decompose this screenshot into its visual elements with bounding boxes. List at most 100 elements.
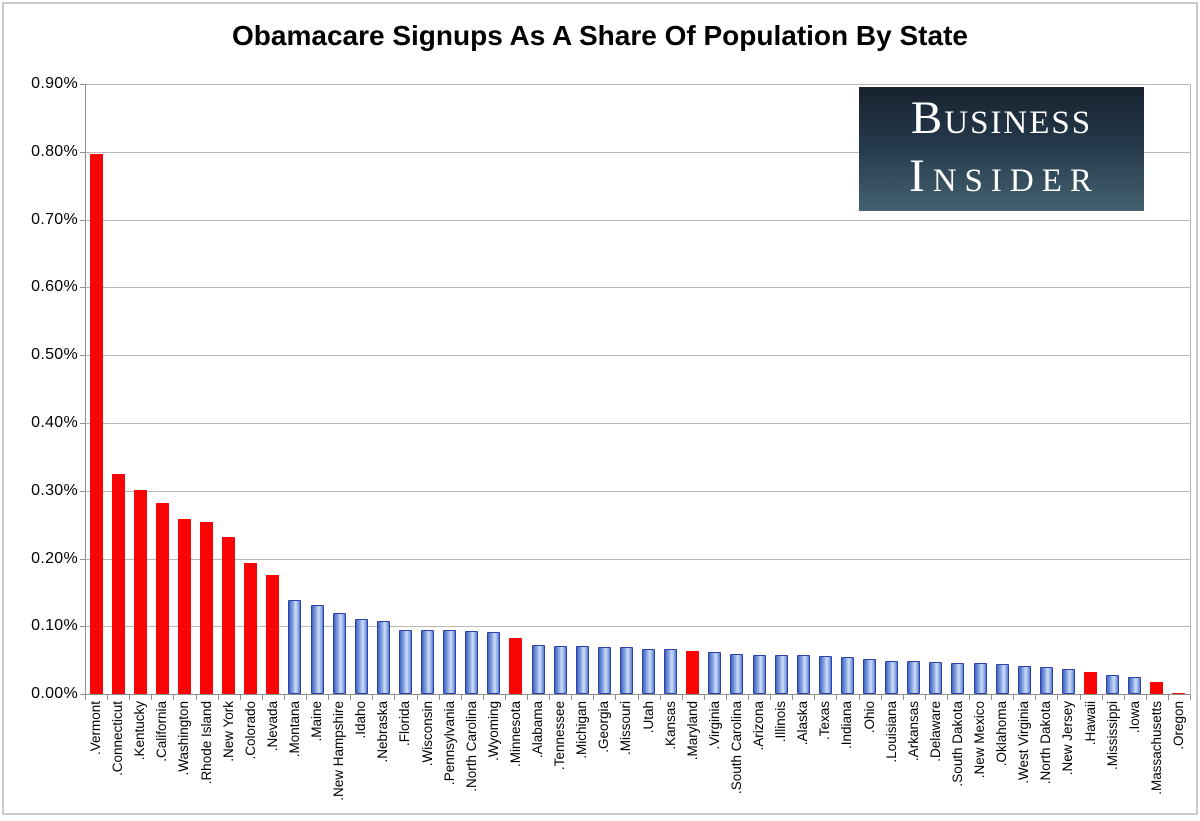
x-axis-tick — [770, 695, 772, 700]
bar-kansas — [664, 649, 678, 694]
bar-kentucky — [133, 489, 147, 694]
x-axis-label-ohio: .Ohio — [861, 701, 877, 734]
x-axis-label-south-dakota: .South Dakota — [949, 701, 965, 787]
x-axis-label-missouri: .Missouri — [618, 701, 634, 756]
x-axis-label-arizona: .Arizona — [751, 701, 767, 751]
bar-massachusetts — [1150, 682, 1164, 694]
x-axis-label-alaska: .Alaska — [795, 701, 811, 746]
x-axis-label-new-jersey: .New Jersey — [1060, 701, 1076, 776]
x-axis-tick — [151, 695, 153, 700]
x-axis-tick — [1190, 695, 1191, 700]
gridline — [85, 626, 1190, 628]
logo-text-business: Business — [910, 92, 1093, 144]
x-axis-label-california: .California — [154, 701, 170, 762]
x-axis-tick — [239, 695, 241, 700]
bar-louisiana — [885, 660, 899, 694]
x-axis-tick — [350, 695, 352, 700]
y-axis-tick — [80, 558, 85, 560]
x-axis-tick — [372, 695, 374, 700]
x-axis-label-west-virginia: .West Virginia — [1016, 701, 1032, 784]
x-axis-line — [85, 694, 1191, 695]
y-tick-label: 0.30% — [31, 481, 78, 499]
x-axis-label-alabama: .Alabama — [530, 701, 546, 759]
bar-north-dakota — [1039, 666, 1053, 694]
x-axis-label-virginia: .Virginia — [706, 701, 722, 750]
x-axis-tick — [306, 695, 307, 700]
x-axis-label-oregon: .Oregon — [1170, 701, 1186, 750]
x-axis-label-north-dakota: .North Dakota — [1038, 701, 1054, 785]
y-axis-tick — [80, 490, 85, 492]
y-tick-label: 0.70% — [31, 210, 78, 228]
x-axis-label-south-carolina: .South Carolina — [728, 701, 744, 795]
y-tick-label: 0.60% — [31, 278, 78, 296]
bar-wyoming — [487, 631, 501, 694]
x-axis-tick — [85, 695, 86, 700]
bar-nebraska — [376, 621, 390, 694]
bar-maine — [310, 604, 324, 694]
bar-california — [155, 503, 169, 694]
x-axis-tick — [969, 695, 970, 700]
bar-washington — [177, 519, 191, 694]
x-axis-label-florida: .Florida — [397, 701, 413, 747]
bar-montana — [288, 600, 302, 694]
x-axis-label-hawaii: .Hawaii — [1082, 701, 1098, 746]
x-axis-label-montana: .Montana — [286, 701, 302, 758]
x-axis-label-nebraska: .Nebraska — [375, 701, 391, 763]
y-tick-label: 0.90% — [31, 75, 78, 92]
x-axis-tick — [814, 695, 816, 700]
y-tick-label: 0.00% — [31, 685, 78, 703]
x-axis-tick — [416, 695, 418, 700]
x-axis-tick — [681, 695, 683, 700]
x-axis-label-utah: .Utah — [640, 701, 656, 734]
y-axis-tick — [80, 219, 85, 221]
bar-new-jersey — [1061, 668, 1075, 694]
bar-mississippi — [1106, 675, 1120, 694]
plot-right-border — [1190, 84, 1191, 694]
x-axis-tick — [637, 695, 639, 700]
bar-maryland — [686, 650, 700, 694]
bar-ohio — [863, 659, 877, 694]
x-axis-tick — [836, 695, 838, 700]
x-axis-label-vermont: .Vermont — [88, 701, 104, 756]
x-axis-tick — [1123, 695, 1125, 700]
bar-indiana — [840, 656, 854, 694]
x-axis-label-idaho: .Idaho — [353, 701, 369, 739]
x-axis-tick — [460, 695, 462, 700]
bar-new-hampshire — [332, 612, 346, 694]
x-axis-label-indiana: .Indiana — [839, 701, 855, 750]
gridline — [85, 355, 1190, 357]
x-axis-tick — [261, 695, 263, 700]
bar-texas — [818, 656, 832, 694]
plot-area: 0.90% 0.80% 0.70% 0.60% 0.50% 0.40% 0.30% 0.20%… — [4, 4, 1200, 821]
x-axis-tick — [173, 695, 175, 700]
x-axis-label-rhode-island: .Rhode Island — [198, 701, 214, 785]
bar-connecticut — [111, 473, 125, 694]
x-axis-label-texas: .Texas — [817, 701, 833, 741]
x-axis-label-washington: .Washington — [176, 701, 192, 776]
x-axis-tick — [438, 695, 440, 700]
x-axis-tick — [593, 695, 595, 700]
x-axis-tick — [659, 695, 661, 700]
x-axis-tick — [1035, 695, 1037, 700]
x-axis-label-new-york: .New York — [220, 701, 236, 762]
chart-title: Obamacare Signups As A Share Of Populati… — [232, 20, 968, 51]
bar-vermont — [89, 153, 103, 694]
bar-missouri — [619, 647, 633, 694]
bar-florida — [398, 629, 412, 694]
y-axis-tick — [80, 84, 85, 85]
x-axis-tick — [107, 695, 109, 700]
bar-new-mexico — [973, 663, 987, 694]
x-axis-label-arkansas: .Arkansas — [905, 701, 921, 762]
bar-new-york — [222, 536, 236, 694]
bar-nevada — [266, 575, 280, 694]
bar-wisconsin — [421, 630, 435, 694]
x-axis-tick — [482, 695, 484, 700]
bar-alabama — [531, 645, 545, 694]
bar-arizona — [752, 654, 766, 694]
x-axis-tick — [328, 695, 330, 700]
bar-oregon — [1172, 692, 1186, 694]
bar-tennessee — [553, 645, 567, 694]
x-axis-label-connecticut: .Connecticut — [110, 701, 126, 777]
gridline — [85, 151, 1190, 153]
x-axis-tick — [1079, 695, 1081, 700]
